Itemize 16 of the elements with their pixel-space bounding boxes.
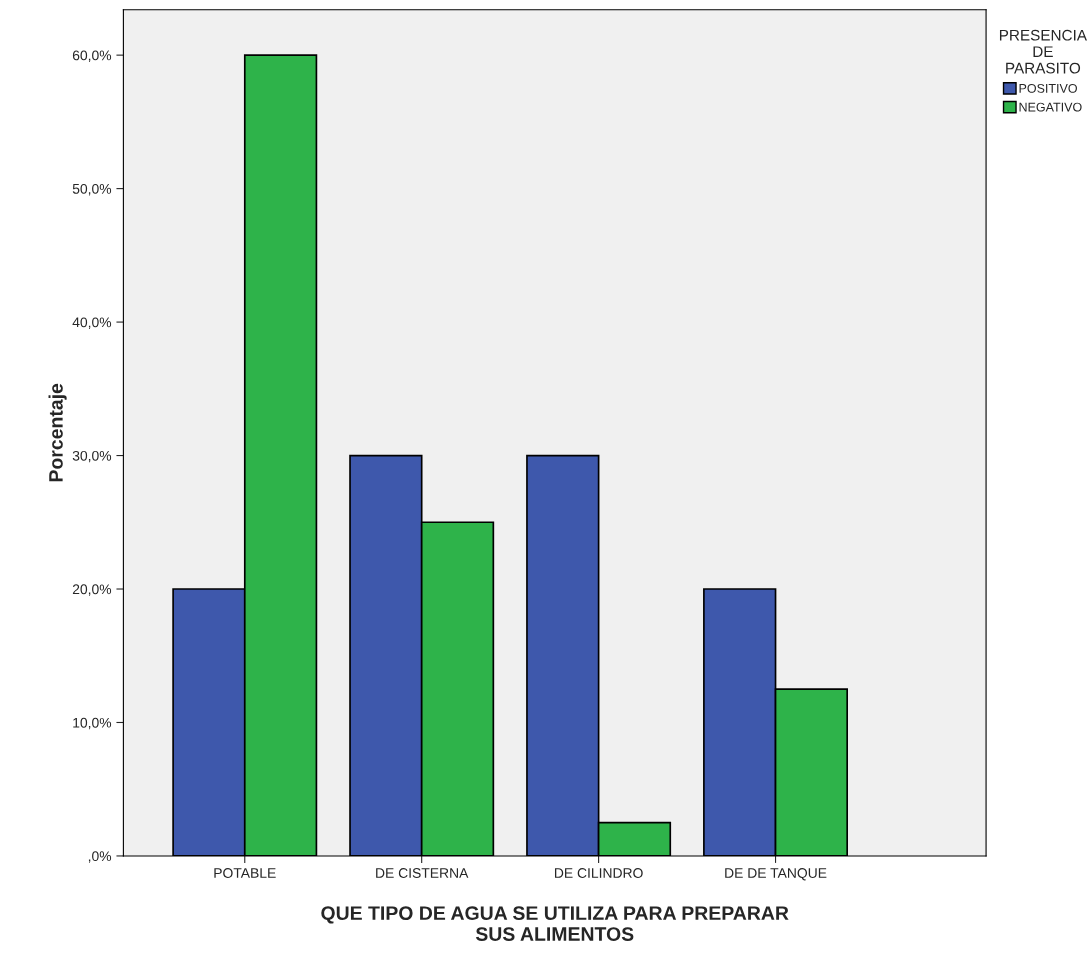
- y-tick-label: 20,0%: [72, 584, 112, 596]
- legend-label: POSITIVO: [1019, 83, 1077, 93]
- legend-title: PRESENCIA DE PARASITO: [999, 29, 1087, 74]
- x-tick-label: DE DE TANQUE: [725, 868, 827, 881]
- x-tick-label: POTABLE: [214, 868, 276, 878]
- y-tick-label: 60,0%: [72, 50, 112, 62]
- y-tick-label: 50,0%: [72, 183, 112, 196]
- y-tick-label: 10,0%: [73, 717, 112, 730]
- legend-label: NEGATIVO: [1019, 102, 1082, 112]
- x-tick-label: DE CILINDRO: [554, 868, 643, 878]
- y-tick-label: 30,0%: [72, 450, 112, 463]
- x-axis-title: QUE TIPO DE AGUA SE UTILIZA PARA PREPARAR SUS ALIMENTOS: [321, 906, 789, 941]
- y-tick-label: 40,0%: [72, 317, 112, 329]
- y-axis-title: Porcentaje: [48, 383, 67, 482]
- y-tick-label: ,0%: [88, 851, 112, 863]
- x-tick-label: DE CISTERNA: [376, 868, 469, 878]
